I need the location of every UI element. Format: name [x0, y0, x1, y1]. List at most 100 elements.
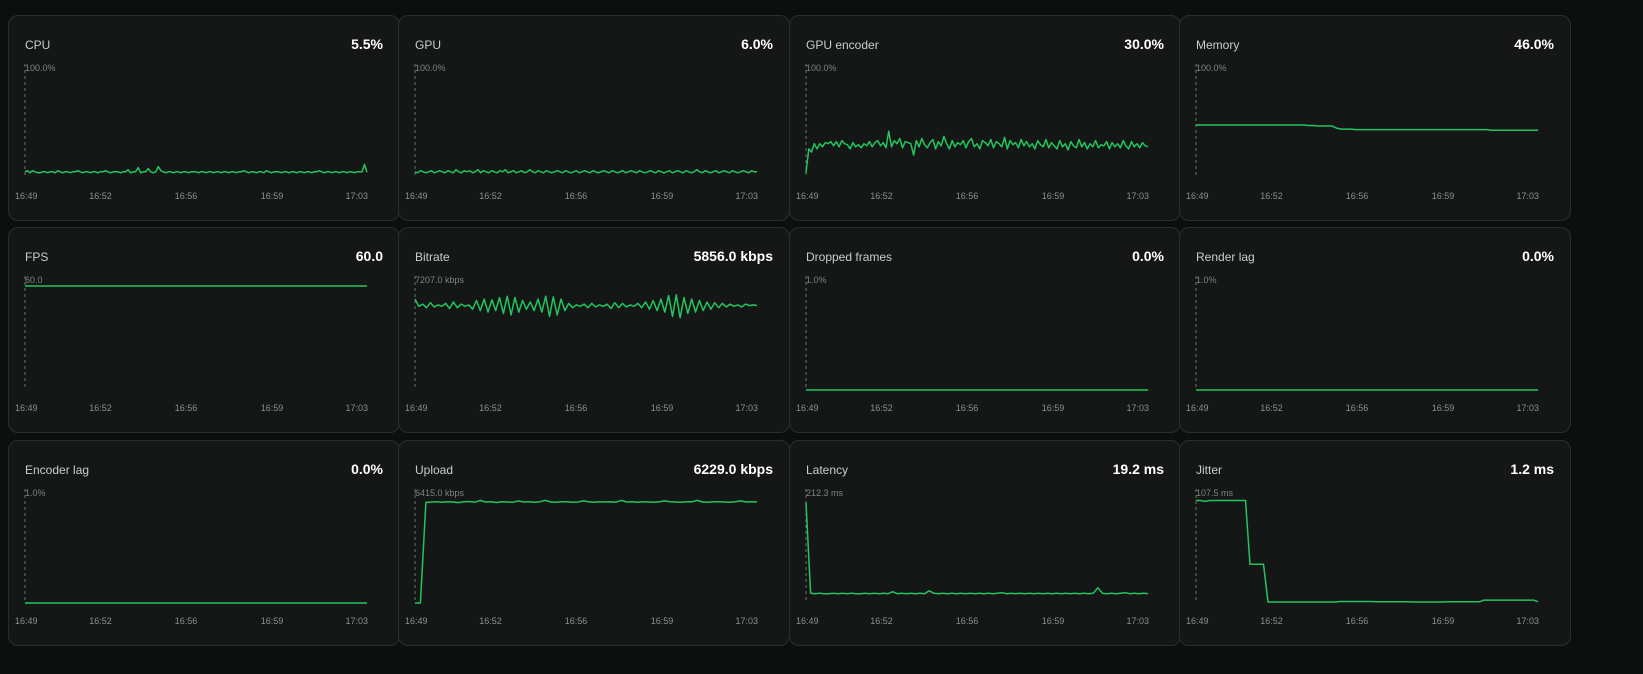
bitrate-series-line	[414, 294, 758, 319]
jitter-chart	[1195, 489, 1539, 603]
gpu-encoder-value: 30.0%	[1124, 36, 1164, 52]
x-tick-label: 16:49	[1186, 616, 1209, 626]
x-tick-label: 16:59	[1041, 403, 1065, 413]
x-tick-label: 17:03	[345, 616, 368, 626]
gpu-encoder-max-label: 100.0%	[806, 63, 837, 73]
x-tick-label: 16:56	[955, 403, 979, 413]
x-tick-label: 16:49	[1186, 191, 1209, 201]
encoder-lag-card: Encoder lag 0.0% 1.0% 16:49 16:52 16:56 16:59 1…	[8, 440, 400, 646]
x-tick-label: 16:52	[870, 191, 893, 201]
gpu-series-line	[414, 168, 757, 174]
x-tick-label: 16:49	[796, 191, 819, 201]
render-lag-x-axis: 16:49 16:52 16:56 16:59 17:03	[1180, 403, 1570, 415]
render-lag-max-label: 1.0%	[1196, 275, 1217, 285]
x-tick-label: 16:49	[405, 191, 428, 201]
bitrate-title: Bitrate	[415, 250, 450, 264]
x-tick-label: 16:56	[564, 403, 588, 413]
gpu-card: GPU 6.0% 100.0% 16:49 16:52 16:56 16:59 17:03	[398, 15, 790, 221]
latency-max-label: 212.3 ms	[806, 488, 844, 498]
fps-value: 60.0	[355, 248, 383, 264]
cpu-x-axis: 16:49 16:52 16:56 16:59 17:03	[9, 191, 399, 203]
upload-card: Upload 6229.0 kbps 6415.0 kbps 16:49 16:52 16…	[398, 440, 790, 646]
gpu-x-axis: 16:49 16:52 16:56 16:59 17:03	[399, 191, 789, 203]
fps-chart	[24, 276, 367, 390]
x-tick-label: 16:56	[174, 191, 198, 201]
render-lag-value: 0.0%	[1522, 248, 1554, 264]
x-tick-label: 17:03	[345, 191, 368, 201]
x-tick-label: 16:56	[174, 403, 198, 413]
x-tick-label: 16:52	[479, 403, 502, 413]
x-tick-label: 17:03	[735, 191, 758, 201]
bitrate-chart	[414, 276, 758, 390]
x-tick-label: 16:56	[564, 191, 588, 201]
encoder-lag-chart	[24, 489, 367, 604]
latency-card: Latency 19.2 ms 212.3 ms 16:49 16:52 16:56 16:…	[789, 440, 1181, 646]
x-tick-label: 17:03	[735, 403, 758, 413]
x-tick-label: 17:03	[1126, 191, 1149, 201]
x-tick-label: 16:59	[260, 616, 284, 626]
x-tick-label: 16:49	[796, 403, 819, 413]
x-tick-label: 16:59	[1431, 191, 1455, 201]
dropped-frames-card: Dropped frames 0.0% 1.0% 16:49 16:52 16:56 16:…	[789, 227, 1181, 433]
x-tick-label: 16:52	[1260, 403, 1283, 413]
gpu-encoder-series-line	[805, 130, 1149, 173]
dropped-frames-value: 0.0%	[1132, 248, 1164, 264]
memory-series-line	[1196, 124, 1538, 131]
jitter-x-axis: 16:49 16:52 16:56 16:59 17:03	[1180, 616, 1570, 628]
dropped-frames-chart	[805, 276, 1148, 391]
latency-series-line	[805, 502, 1149, 595]
memory-card: Memory 46.0% 100.0% 16:49 16:52 16:56 16:59 17:…	[1179, 15, 1571, 221]
x-tick-label: 16:59	[650, 191, 674, 201]
encoder-lag-max-label: 1.0%	[25, 488, 46, 498]
encoder-lag-title: Encoder lag	[25, 463, 90, 477]
memory-value: 46.0%	[1514, 36, 1554, 52]
cpu-card: CPU 5.5% 100.0% 16:49 16:52 16:56 16:59 17:03	[8, 15, 400, 221]
jitter-card: Jitter 1.2 ms 107.5 ms 16:49 16:52 16:56 16:59…	[1179, 440, 1571, 646]
jitter-value: 1.2 ms	[1510, 461, 1554, 477]
dropped-frames-max-label: 1.0%	[806, 275, 827, 285]
latency-title: Latency	[806, 463, 849, 477]
x-tick-label: 16:52	[870, 616, 893, 626]
memory-x-axis: 16:49 16:52 16:56 16:59 17:03	[1180, 191, 1570, 203]
render-lag-card: Render lag 0.0% 1.0% 16:49 16:52 16:56 16:59 17…	[1179, 227, 1571, 433]
latency-chart	[805, 489, 1149, 603]
upload-max-label: 6415.0 kbps	[415, 488, 465, 498]
upload-series-line	[415, 499, 758, 604]
fps-x-axis: 16:49 16:52 16:56 16:59 17:03	[9, 403, 399, 415]
encoder-lag-value: 0.0%	[351, 461, 383, 477]
fps-title: FPS	[25, 250, 49, 264]
x-tick-label: 16:59	[650, 616, 674, 626]
jitter-max-label: 107.5 ms	[1196, 488, 1234, 498]
jitter-title: Jitter	[1196, 463, 1223, 477]
x-tick-label: 17:03	[735, 616, 758, 626]
gpu-encoder-card: GPU encoder 30.0% 100.0% 16:49 16:52 16:56 16:…	[789, 15, 1181, 221]
x-tick-label: 16:59	[1431, 403, 1455, 413]
cpu-value: 5.5%	[351, 36, 383, 52]
gpu-chart	[414, 64, 757, 178]
jitter-series-line	[1196, 499, 1539, 603]
fps-max-label: 60.0	[25, 275, 43, 285]
upload-value: 6229.0 kbps	[693, 461, 773, 477]
upload-x-axis: 16:49 16:52 16:56 16:59 17:03	[399, 616, 789, 628]
memory-title: Memory	[1196, 38, 1240, 52]
x-tick-label: 17:03	[1516, 191, 1539, 201]
x-tick-label: 16:56	[1345, 403, 1369, 413]
x-tick-label: 16:49	[1186, 403, 1209, 413]
upload-title: Upload	[415, 463, 454, 477]
render-lag-chart	[1195, 276, 1538, 391]
x-tick-label: 17:03	[1516, 616, 1539, 626]
x-tick-label: 16:52	[89, 616, 112, 626]
x-tick-label: 16:49	[15, 616, 38, 626]
bitrate-max-label: 7207.0 kbps	[415, 275, 465, 285]
x-tick-label: 16:59	[260, 403, 284, 413]
x-tick-label: 16:56	[174, 616, 198, 626]
x-tick-label: 16:49	[15, 403, 38, 413]
x-tick-label: 16:56	[955, 616, 979, 626]
x-tick-label: 16:52	[479, 191, 502, 201]
latency-value: 19.2 ms	[1112, 461, 1164, 477]
dropped-frames-x-axis: 16:49 16:52 16:56 16:59 17:03	[790, 403, 1180, 415]
bitrate-card: Bitrate 5856.0 kbps 7207.0 kbps 16:49 16:52 1…	[398, 227, 790, 433]
x-tick-label: 16:52	[89, 403, 112, 413]
fps-card: FPS 60.0 60.0 16:49 16:52 16:56 16:59 17:03	[8, 227, 400, 433]
